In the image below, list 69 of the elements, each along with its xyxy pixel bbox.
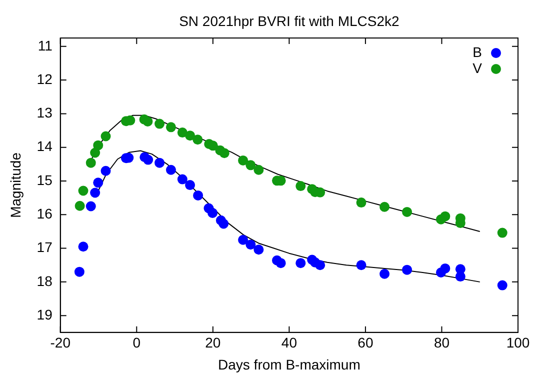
point bbox=[238, 234, 248, 245]
point bbox=[497, 228, 508, 238]
y-tick-label: 14 bbox=[36, 138, 53, 154]
x-tick-label: 80 bbox=[434, 334, 450, 351]
point bbox=[86, 158, 96, 168]
point bbox=[440, 263, 450, 274]
point bbox=[100, 166, 111, 176]
y-tick-label: 11 bbox=[38, 37, 53, 54]
point bbox=[78, 242, 88, 252]
x-axis-title: Days from B-maximum bbox=[218, 356, 360, 372]
point bbox=[86, 201, 96, 212]
point bbox=[177, 174, 188, 184]
x-tick-label: -20 bbox=[50, 334, 71, 351]
x-tick-label: 20 bbox=[205, 334, 221, 351]
point bbox=[315, 260, 326, 270]
point bbox=[246, 240, 256, 250]
point bbox=[177, 128, 188, 138]
point bbox=[356, 198, 366, 208]
point bbox=[193, 190, 204, 200]
point bbox=[219, 148, 230, 158]
x-tick-label: 40 bbox=[281, 334, 298, 351]
point bbox=[74, 200, 85, 211]
y-tick-label: 15 bbox=[36, 172, 53, 188]
point bbox=[74, 266, 84, 277]
chart-title: SN 2021hpr BVRI fit with MLCS2k2 bbox=[179, 12, 400, 29]
point bbox=[93, 140, 104, 150]
point bbox=[208, 140, 218, 151]
point bbox=[402, 264, 412, 275]
y-tick-label: 19 bbox=[36, 306, 53, 322]
point bbox=[154, 158, 165, 168]
point bbox=[254, 244, 264, 255]
point bbox=[166, 164, 176, 175]
y-tick-label: 17 bbox=[36, 239, 53, 256]
point bbox=[166, 122, 176, 132]
point bbox=[402, 206, 412, 217]
point bbox=[440, 211, 450, 222]
point bbox=[93, 178, 104, 188]
point bbox=[185, 180, 196, 190]
x-tick-label: 60 bbox=[358, 334, 374, 351]
legend-label: V bbox=[472, 60, 483, 76]
point bbox=[254, 164, 264, 175]
point bbox=[238, 155, 248, 166]
y-tick-label: 16 bbox=[36, 206, 53, 222]
x-tick-label: 100 bbox=[506, 334, 530, 351]
y-axis-title: Magnitude bbox=[7, 152, 24, 218]
legend-label: B bbox=[472, 44, 482, 60]
y-tick-label: 18 bbox=[36, 272, 53, 289]
point bbox=[276, 258, 286, 268]
point bbox=[455, 272, 466, 282]
point bbox=[296, 258, 306, 268]
point bbox=[296, 181, 306, 192]
point bbox=[192, 134, 203, 145]
x-tick-label: 0 bbox=[132, 334, 141, 351]
y-tick-label: 13 bbox=[36, 104, 53, 121]
point bbox=[246, 160, 256, 170]
point bbox=[142, 116, 153, 126]
point bbox=[380, 268, 390, 279]
point bbox=[154, 118, 165, 129]
point bbox=[143, 154, 154, 165]
point bbox=[497, 280, 508, 290]
point bbox=[78, 186, 88, 196]
point bbox=[380, 202, 390, 212]
point bbox=[100, 131, 111, 142]
point bbox=[185, 130, 196, 141]
point bbox=[356, 260, 366, 270]
point bbox=[208, 208, 218, 218]
point bbox=[90, 188, 100, 198]
y-tick-label: 12 bbox=[36, 70, 53, 87]
point bbox=[218, 218, 229, 229]
